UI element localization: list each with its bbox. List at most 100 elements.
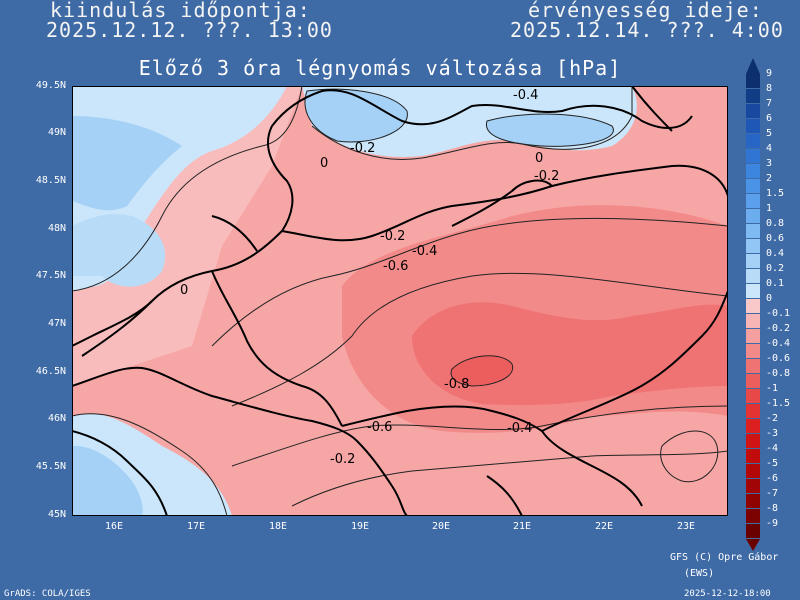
colorbar-swatch xyxy=(746,164,760,178)
field-blue-sw-inner xyxy=(72,445,143,516)
contour-label: -0.6 xyxy=(383,259,408,274)
colorbar-swatch xyxy=(746,509,760,523)
credit-ews: (EWS) xyxy=(684,568,715,579)
field-blue-west xyxy=(72,214,166,287)
colorbar-swatch xyxy=(746,434,760,448)
contour-label: 0 xyxy=(320,156,328,171)
colorbar-swatch xyxy=(746,149,760,163)
colorbar-swatch xyxy=(746,254,760,268)
contour-label: -0.2 xyxy=(330,452,355,467)
contour-label: -0.8 xyxy=(444,377,469,392)
lat-tick-label: 47N xyxy=(47,318,66,329)
contour-lines xyxy=(72,86,728,516)
contour-label: 0 xyxy=(535,151,543,166)
contour-label-group: -0.4 -0.2 0 0 -0.2 -0.2 -0.4 -0.6 0 -0.8… xyxy=(180,88,559,467)
colorbar-swatch xyxy=(746,524,760,538)
colorbar-label: -0.6 xyxy=(766,353,791,364)
contour-label: 0 xyxy=(180,283,188,298)
colorbar-swatch xyxy=(746,374,760,388)
colorbar-label: 0.6 xyxy=(766,233,785,244)
field-blue-nw-inner xyxy=(72,116,182,211)
lat-tick-label: 45N xyxy=(47,509,66,520)
colorbar-swatch xyxy=(746,224,760,238)
lat-tick-label: 49N xyxy=(47,127,66,138)
colorbar-swatch xyxy=(746,449,760,463)
country-borders xyxy=(72,86,728,516)
credit-line: GFS (C) Opre Gábor xyxy=(670,552,779,563)
colorbar-swatch xyxy=(746,464,760,478)
colorbar-swatch xyxy=(746,404,760,418)
lon-tick-label: 20E xyxy=(431,521,451,532)
valid-time-value: 2025.12.14. ???. 4:00 xyxy=(510,18,784,42)
colorbar-label: -5 xyxy=(766,458,779,469)
colorbar-label: -2 xyxy=(766,413,779,424)
contour-label: -0.4 xyxy=(513,88,538,103)
colorbar-label: 6 xyxy=(766,113,773,124)
colorbar-label: 3 xyxy=(766,158,773,169)
colorbar-swatch xyxy=(746,209,760,223)
colorbar-swatch xyxy=(746,329,760,343)
colorbar-label: -1.5 xyxy=(766,398,791,409)
lon-tick-label: 16E xyxy=(104,521,124,532)
colorbar-label: 1 xyxy=(766,203,773,214)
colorbar-label: -0.2 xyxy=(766,323,791,334)
colorbar-label: 0.8 xyxy=(766,218,785,229)
colorbar-label: 8 xyxy=(766,83,773,94)
colorbar-label: 0.2 xyxy=(766,263,785,274)
colorbar-swatch xyxy=(746,479,760,493)
contour-label: -0.2 xyxy=(534,169,559,184)
contour-label: -0.6 xyxy=(367,420,392,435)
colorbar-label: 0 xyxy=(766,293,773,304)
colorbar-label: -0.8 xyxy=(766,368,791,379)
colorbar-label: -1 xyxy=(766,383,779,394)
grads-credit: GrADS: COLA/IGES xyxy=(4,589,91,599)
colorbar-swatch xyxy=(746,239,760,253)
colorbar-label: 2 xyxy=(766,173,773,184)
colorbar-swatch xyxy=(746,179,760,193)
contour-label: -0.2 xyxy=(380,229,405,244)
colorbar-swatch xyxy=(746,104,760,118)
colorbar-swatch xyxy=(746,119,760,133)
field-blue-north-inner1 xyxy=(305,89,408,142)
lat-tick-label: 48N xyxy=(47,223,66,234)
lon-tick-label: 19E xyxy=(350,521,370,532)
colorbar-swatch xyxy=(746,89,760,103)
colorbar-swatch xyxy=(746,134,760,148)
colorbar-top-arrow xyxy=(746,58,760,74)
colorbar-swatch xyxy=(746,419,760,433)
lon-tick-label: 17E xyxy=(186,521,206,532)
map-title: Előző 3 óra légnyomás változása [hPa] xyxy=(138,56,622,80)
lon-tick-label: 23E xyxy=(676,521,696,532)
colorbar-label: 7 xyxy=(766,98,773,109)
colorbar-swatch xyxy=(746,389,760,403)
map-field-svg: -0.4 -0.2 0 0 -0.2 -0.2 -0.4 -0.6 0 -0.8… xyxy=(72,86,728,516)
lon-tick-label: 18E xyxy=(268,521,288,532)
colorbar-label: -9 xyxy=(766,518,779,529)
contour-label: -0.4 xyxy=(412,244,437,259)
lat-tick-label: 45.5N xyxy=(35,461,66,472)
map-frame xyxy=(72,86,728,516)
colorbar-swatch xyxy=(746,359,760,373)
lon-tick-label: 21E xyxy=(512,521,532,532)
pressure-change-map: -0.4 -0.2 0 0 -0.2 -0.2 -0.4 -0.6 0 -0.8… xyxy=(72,86,728,516)
colorbar-label: 4 xyxy=(766,143,773,154)
colorbar-label: -8 xyxy=(766,503,779,514)
contour-label: -0.4 xyxy=(507,421,532,436)
init-time-value: 2025.12.12. ???. 13:00 xyxy=(46,18,333,42)
colorbar-label: -0.1 xyxy=(766,308,791,319)
colorbar-swatch xyxy=(746,494,760,508)
colorbar-swatch xyxy=(746,344,760,358)
colorbar-label: 0.4 xyxy=(766,248,785,259)
colorbar-label: -6 xyxy=(766,473,779,484)
colorbar-label: -4 xyxy=(766,443,779,454)
lon-tick-label: 22E xyxy=(594,521,614,532)
colorbar-swatch xyxy=(746,74,760,88)
colorbar-swatch xyxy=(746,194,760,208)
timestamp: 2025-12-12-18:00 xyxy=(684,589,771,599)
colorbar-swatch xyxy=(746,299,760,313)
colorbar-bottom-arrow xyxy=(746,539,760,551)
field-darkest xyxy=(451,355,513,386)
colorbar-swatch xyxy=(746,284,760,298)
colorbar-label: 1.5 xyxy=(766,188,785,199)
colorbar-swatch xyxy=(746,314,760,328)
